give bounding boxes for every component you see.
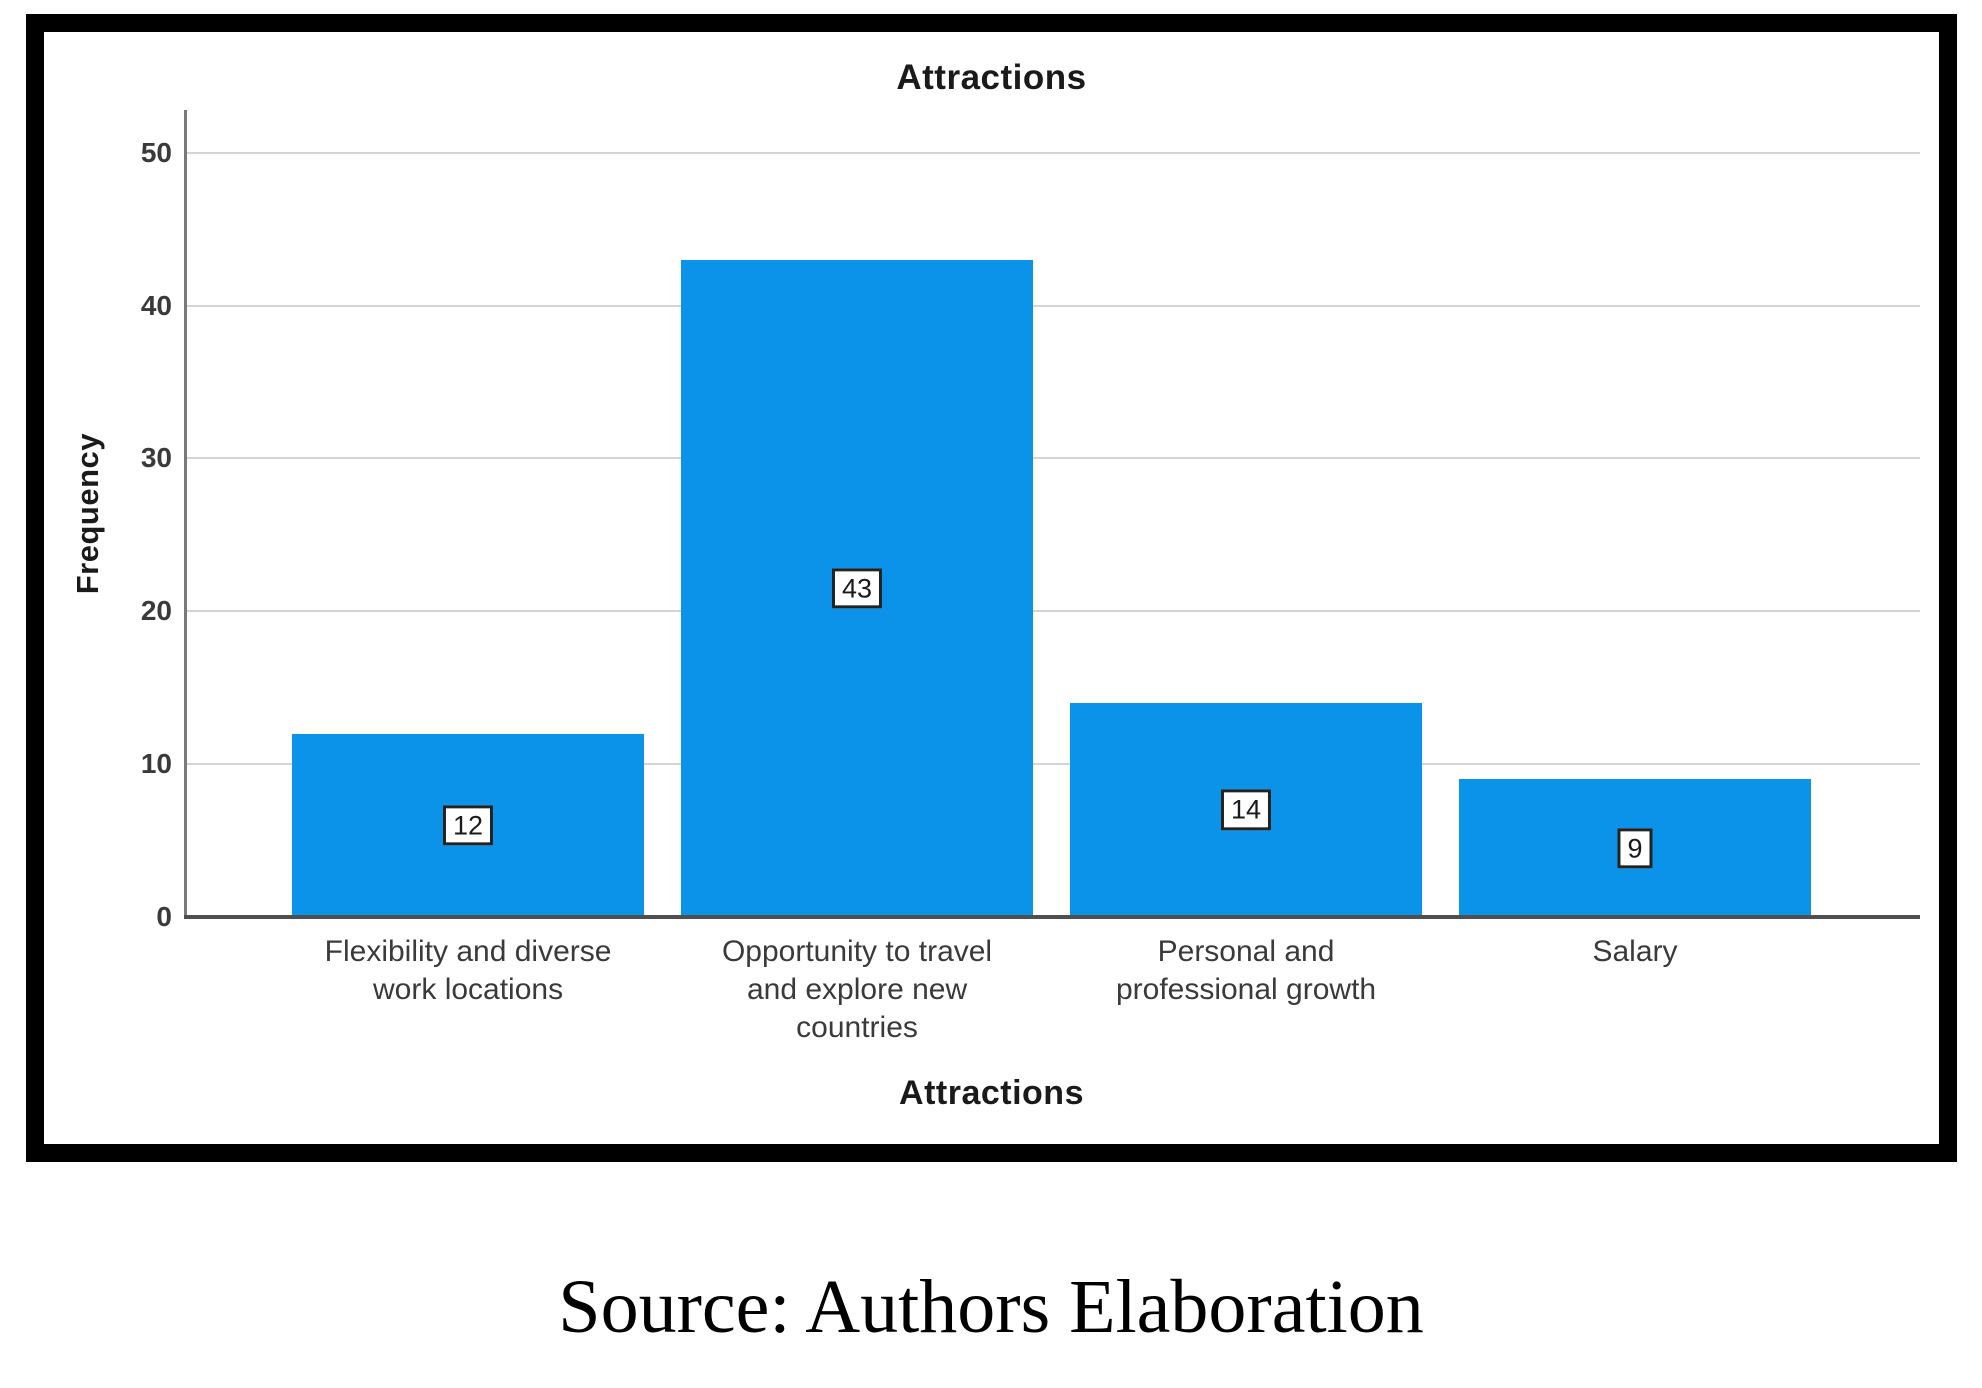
x-category-label-2: Opportunity to travel and explore new co…: [721, 935, 993, 1044]
x-axis-title: Attractions: [899, 1074, 1084, 1112]
y-axis-ticks: 0 10 20 30 40 50: [44, 110, 172, 932]
bar-value-label: 12: [443, 804, 494, 846]
gridline-30: [185, 457, 1920, 460]
bar-2: 43: [681, 259, 1034, 917]
bar-value-label: 14: [1221, 789, 1272, 831]
y-tick-label-40: 40: [140, 289, 172, 321]
plot-area: 12 43 14 9: [184, 110, 1920, 919]
gridline-40: [185, 304, 1920, 307]
y-tick-label-20: 20: [140, 595, 172, 627]
y-tick-label-10: 10: [140, 748, 172, 780]
x-category-label-1: Flexibility and diverse work locations: [324, 935, 612, 1006]
bar-value-label: 43: [832, 568, 883, 609]
gridline-10: [185, 763, 1920, 766]
x-category-label-4: Salary: [1592, 935, 1678, 968]
bar-1: 12: [292, 733, 645, 917]
x-category-label-3: Personal and professional growth: [1115, 935, 1377, 1006]
y-tick-label-0: 0: [156, 901, 172, 932]
chart-title: Attractions: [896, 58, 1087, 97]
gridline-50: [185, 151, 1920, 154]
source-note: Source: Authors Elaboration: [558, 1265, 1424, 1349]
bar-value-label: 9: [1617, 827, 1653, 869]
bar-3: 14: [1070, 703, 1423, 917]
bar-4: 9: [1459, 779, 1812, 917]
chart-frame: Attractions Frequency 0 10 20 30 40 50 12 43 14…: [26, 14, 1957, 1162]
y-tick-label-30: 30: [140, 442, 172, 474]
x-category-labels: Flexibility and diverse work locations Op…: [185, 933, 1920, 1063]
y-tick-label-50: 50: [140, 136, 172, 168]
gridline-20: [185, 610, 1920, 613]
